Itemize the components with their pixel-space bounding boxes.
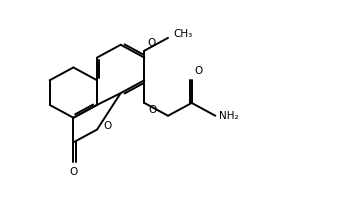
Text: O: O	[147, 38, 156, 48]
Text: NH₂: NH₂	[219, 111, 239, 121]
Text: O: O	[103, 121, 111, 131]
Text: O: O	[69, 167, 78, 177]
Text: O: O	[194, 66, 203, 76]
Text: O: O	[148, 105, 156, 115]
Text: CH₃: CH₃	[173, 29, 192, 39]
